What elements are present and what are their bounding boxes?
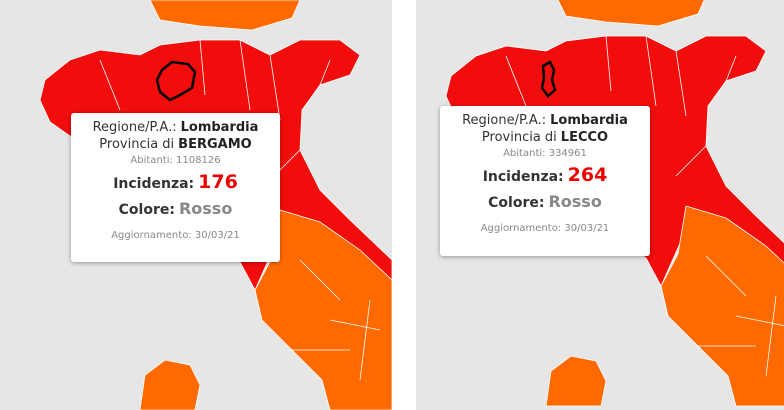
- population: 1108126: [176, 155, 221, 166]
- region: Lombardia: [180, 120, 259, 135]
- province-outline: [540, 60, 557, 98]
- color-zone: Rosso: [178, 199, 233, 218]
- province-outline: [155, 60, 197, 102]
- province: BERGAMO: [178, 137, 252, 152]
- update-date: 30/03/21: [194, 230, 240, 241]
- label: Aggiornamento:: [480, 223, 562, 234]
- label: Provincia di: [99, 137, 175, 152]
- province: LECCO: [560, 130, 609, 145]
- label: Colore:: [488, 195, 545, 211]
- label: Aggiornamento:: [111, 230, 192, 241]
- incidence: 264: [567, 164, 608, 186]
- map: [445, 0, 784, 407]
- label: Colore:: [118, 202, 175, 218]
- color-zone: Rosso: [548, 192, 602, 211]
- label: Regione/P.A.:: [92, 120, 177, 135]
- label: Incidenza:: [113, 176, 195, 192]
- label: Incidenza:: [482, 169, 564, 185]
- label: Regione/P.A.:: [462, 113, 547, 128]
- update-date: 30/03/21: [564, 223, 610, 234]
- map: [39, 0, 392, 410]
- map-panel: Regione/P.A.: Lombardia Provincia di LECCO…: [416, 0, 784, 410]
- tooltip: Regione/P.A.: Lombardia Provincia di BERGA…: [71, 113, 280, 262]
- region: Lombardia: [550, 113, 628, 128]
- label: Abitanti:: [503, 148, 546, 159]
- tooltip: Regione/P.A.: Lombardia Provincia di LECCO…: [440, 106, 650, 256]
- population: 334961: [548, 148, 587, 159]
- label: Abitanti:: [130, 155, 173, 166]
- map-panel: Regione/P.A.: Lombardia Provincia di BERGA…: [0, 0, 392, 410]
- label: Provincia di: [481, 130, 557, 145]
- incidence: 176: [198, 171, 238, 193]
